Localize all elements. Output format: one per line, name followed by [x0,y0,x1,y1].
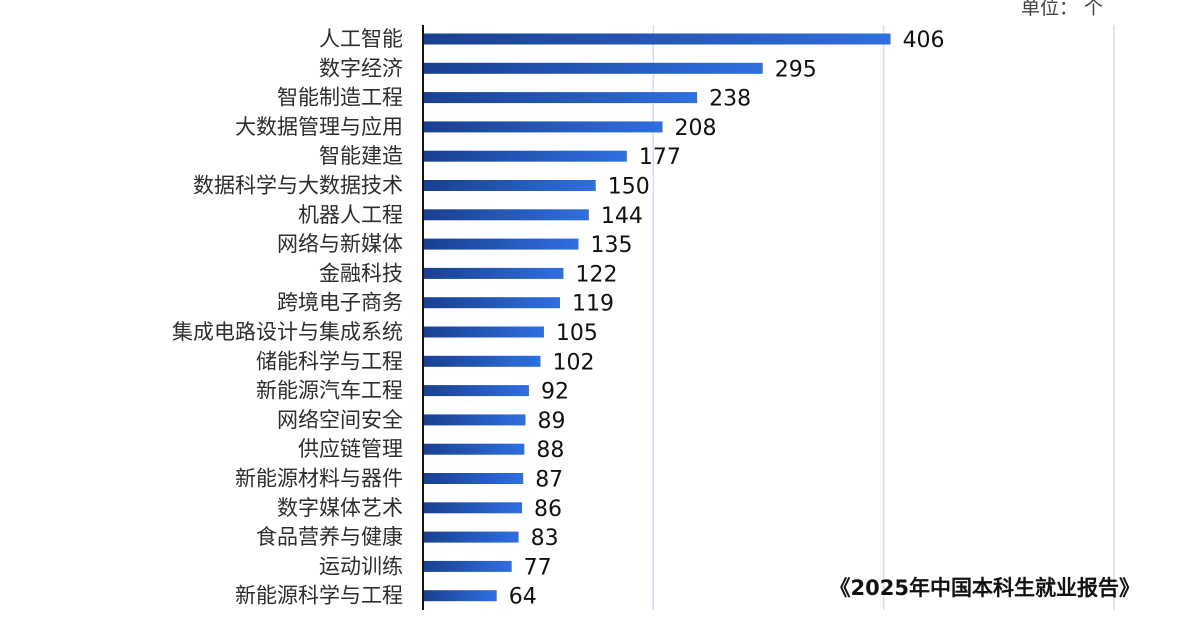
category-label: 跨境电子商务 [277,291,403,315]
bar [423,443,525,455]
value-label: 119 [572,292,614,317]
category-label: 机器人工程 [298,203,403,227]
value-label: 92 [541,380,569,405]
value-label: 86 [534,497,562,522]
value-label: 88 [536,438,564,463]
value-label: 150 [608,175,650,200]
bar [423,33,891,45]
category-label: 网络与新媒体 [277,232,403,256]
category-label: 供应链管理 [298,437,403,461]
category-label: 储能科学与工程 [256,349,403,373]
bar [423,560,512,572]
bar [423,267,564,279]
bar [423,180,596,191]
category-label: 新能源科学与工程 [235,584,403,608]
bars [423,33,891,602]
category-label: 网络空间安全 [277,408,403,432]
category-label: 人工智能 [319,27,403,51]
bar [423,209,589,221]
category-label: 数字媒体艺术 [277,496,403,520]
grid-lines [652,25,1115,610]
value-label: 177 [639,145,681,170]
value-label: 102 [552,350,594,375]
bar [423,590,497,602]
category-label: 新能源材料与器件 [235,467,403,491]
category-label: 食品营养与健康 [256,525,403,549]
value-label: 64 [509,585,537,610]
source-note: 《2025年中国本科生就业报告》 [830,576,1140,600]
value-label: 208 [675,116,717,141]
bar [423,385,529,397]
value-labels: 406 295 238 208 177 150 144 135 122 119 105 102 92 89… [509,28,945,610]
category-label: 新能源汽车工程 [256,379,403,403]
bar [423,62,763,74]
category-label: 智能建造 [319,144,403,168]
category-label: 金融科技 [319,261,403,285]
bar [423,326,544,338]
value-label: 87 [535,468,563,493]
value-label: 89 [537,409,565,434]
bar [423,238,579,250]
category-labels: 人工智能数字经济智能制造工程大数据管理与应用智能建造数据科学与大数据技术机器人工… [172,27,403,608]
bar [423,121,663,133]
category-label: 大数据管理与应用 [235,115,403,139]
value-label: 135 [590,233,632,258]
bar [423,531,519,543]
category-label: 运动训练 [319,554,403,578]
category-label: 数据科学与大数据技术 [193,174,403,198]
value-label: 105 [556,321,598,346]
bar [423,473,524,484]
unit-label: 单位： 个 [1021,0,1103,19]
bar [423,92,698,104]
value-label: 83 [531,526,559,551]
value-label: 406 [903,28,945,53]
value-label: 295 [775,57,817,82]
bar [423,502,523,514]
value-label: 238 [709,87,751,112]
category-label: 智能制造工程 [277,86,403,110]
value-label: 122 [576,262,618,287]
bar [423,414,526,426]
category-label: 集成电路设计与集成系统 [172,320,403,344]
bar [423,297,561,309]
category-label: 数字经济 [319,56,403,80]
value-label: 144 [601,204,643,229]
bar [423,150,627,162]
bar [423,355,541,367]
value-label: 77 [524,555,552,580]
